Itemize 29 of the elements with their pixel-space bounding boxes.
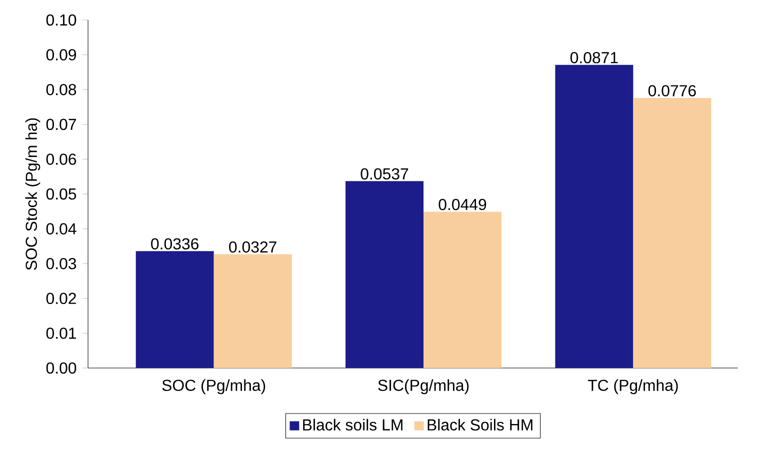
bar <box>555 64 634 368</box>
y-tick-label: 0.03 <box>46 258 76 270</box>
data-label: 0.0537 <box>360 168 408 180</box>
x-tick-label: SIC(Pg/mha) <box>378 379 469 394</box>
legend-label: Black Soils HM <box>428 418 532 431</box>
bar <box>136 251 214 368</box>
legend-label: Black soils LM <box>303 418 402 431</box>
data-label: 0.0776 <box>648 85 696 96</box>
x-tick-label: TC (Pg/mha) <box>588 379 678 394</box>
y-tick-label: 0.09 <box>46 49 76 60</box>
data-label: 0.0327 <box>229 241 276 253</box>
bar <box>633 98 712 368</box>
data-label: 0.0871 <box>570 52 618 64</box>
y-tick-label: 0.10 <box>46 14 76 26</box>
y-tick-label: 0.01 <box>46 328 76 339</box>
y-tick-label: 0.08 <box>46 84 76 96</box>
y-tick-label: 0.02 <box>46 292 76 304</box>
y-tick-label: 0.06 <box>46 154 76 165</box>
y-tick-label: 0.05 <box>46 188 76 200</box>
x-tick-label: SOC (Pg/mha) <box>162 379 266 394</box>
y-tick-label: 0.00 <box>46 362 76 374</box>
y-axis-title: SOC Stock (Pg/m ha) <box>25 118 40 270</box>
y-tick-label: 0.04 <box>46 223 76 234</box>
data-label: 0.0449 <box>438 198 486 210</box>
data-label: 0.0336 <box>151 238 199 250</box>
bar <box>214 254 292 368</box>
bar <box>424 212 502 368</box>
y-tick-label: 0.07 <box>46 118 76 130</box>
bar <box>346 181 424 368</box>
